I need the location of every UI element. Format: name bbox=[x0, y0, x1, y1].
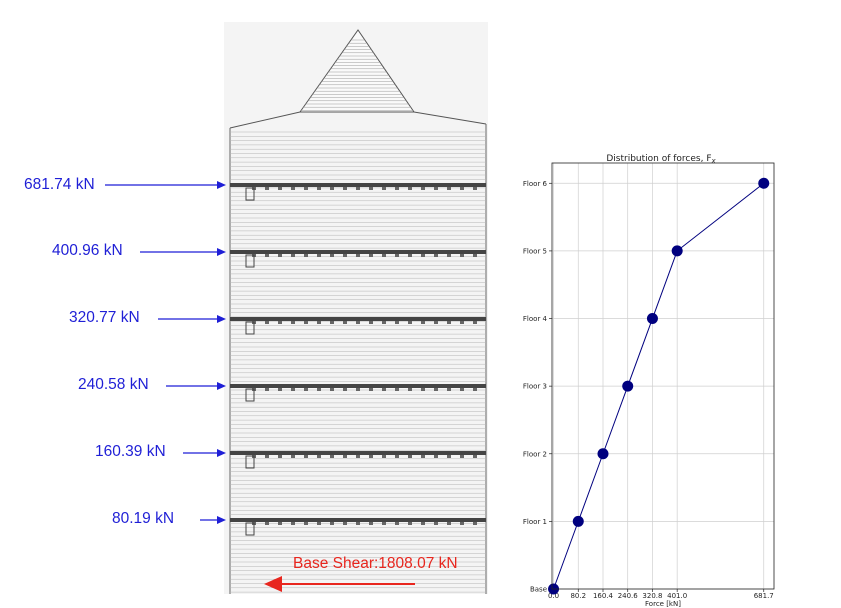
x-tick-label: 401.0 bbox=[667, 592, 687, 600]
x-tick-label: 240.6 bbox=[618, 592, 639, 600]
data-point bbox=[622, 380, 634, 392]
x-tick-label: 160.4 bbox=[593, 592, 614, 600]
floor-slab bbox=[230, 250, 486, 254]
force-label-floor-6: 681.74 kN bbox=[24, 176, 95, 193]
force-label-floor-2: 160.39 kN bbox=[95, 443, 166, 460]
floor-slab bbox=[230, 518, 486, 522]
y-tick-label: Floor 1 bbox=[523, 518, 547, 526]
floor-slab bbox=[230, 451, 486, 455]
x-tick-label: 80.2 bbox=[570, 592, 586, 600]
x-axis-label: Force [kN] bbox=[645, 600, 681, 608]
x-tick-label: 320.8 bbox=[642, 592, 662, 600]
eave-outline bbox=[229, 111, 487, 129]
plot-frame bbox=[551, 162, 775, 590]
y-tick-label: Floor 2 bbox=[523, 450, 547, 458]
y-tick-label: Floor 6 bbox=[523, 180, 548, 188]
y-tick-label: Floor 4 bbox=[523, 315, 548, 323]
x-tick-label: 0.0 bbox=[548, 592, 559, 600]
force-arrows bbox=[105, 181, 226, 524]
data-point bbox=[671, 245, 683, 257]
chart-title-subscript: x bbox=[711, 157, 717, 165]
force-label-floor-3: 240.58 kN bbox=[78, 376, 149, 393]
data-point bbox=[758, 177, 770, 189]
y-tick-label: Base bbox=[530, 586, 547, 594]
floor-slab bbox=[230, 384, 486, 388]
floor-slab bbox=[230, 317, 486, 321]
force-label-floor-4: 320.77 kN bbox=[69, 309, 140, 326]
y-tick-label: Floor 3 bbox=[523, 383, 547, 391]
chart-title: Distribution of forces, Fx bbox=[606, 154, 716, 165]
base-shear-label: Base Shear:1808.07 kN bbox=[293, 555, 458, 572]
base-shear-arrow bbox=[264, 576, 415, 592]
force-label-floor-5: 400.96 kN bbox=[52, 242, 123, 259]
data-point bbox=[646, 313, 658, 325]
data-point bbox=[572, 515, 584, 527]
building-body bbox=[229, 29, 487, 594]
x-tick-labels: 0.0 80.2 160.4 240.6 320.8 401.0 681.7 bbox=[548, 589, 774, 600]
chart-title-text: Distribution of forces, F bbox=[606, 154, 711, 164]
data-point bbox=[597, 448, 609, 460]
y-tick-labels: Base Floor 1 Floor 2 Floor 3 Floor 4 Floor 5 F… bbox=[523, 180, 552, 594]
x-tick-label: 681.7 bbox=[754, 592, 774, 600]
chart-series bbox=[548, 177, 770, 595]
force-label-floor-1: 80.19 kN bbox=[112, 510, 175, 527]
floor-slab bbox=[230, 183, 486, 187]
chart-grid bbox=[552, 163, 774, 590]
y-tick-label: Floor 5 bbox=[523, 247, 547, 255]
